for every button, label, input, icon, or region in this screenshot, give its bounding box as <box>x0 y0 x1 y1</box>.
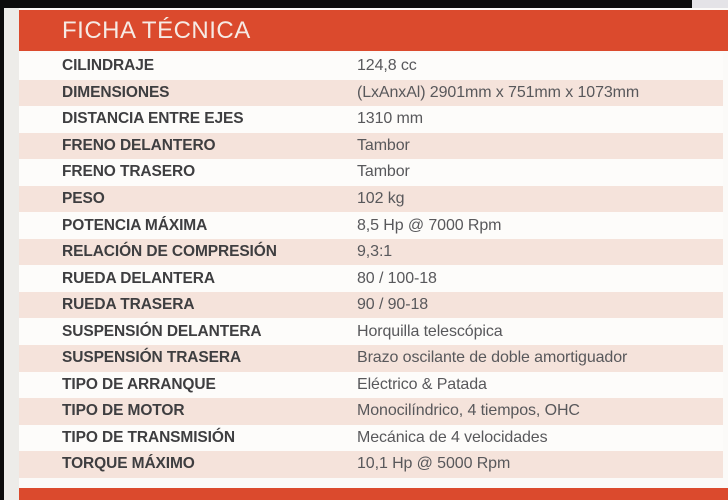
spec-label: SUSPENSIÓN DELANTERA <box>62 322 262 340</box>
table-row: TIPO DE ARRANQUE Eléctrico & Patada <box>19 371 723 399</box>
spec-value: 124,8 cc <box>357 57 417 75</box>
spec-table: CILINDRAJE 124,8 cc DIMENSIONES (LxAnxAl) 2… <box>19 53 723 478</box>
spec-value: Horquilla telescópica <box>357 322 503 340</box>
spec-value: 1310 mm <box>357 110 423 128</box>
spec-value: Mecánica de 4 velocidades <box>357 428 548 446</box>
spec-value: 10,1 Hp @ 5000 Rpm <box>357 455 511 473</box>
spec-label: FRENO TRASERO <box>62 163 196 181</box>
spec-label: TIPO DE TRANSMISIÓN <box>62 428 235 446</box>
spec-label: RUEDA TRASERA <box>62 296 195 314</box>
ficha-tecnica-header: FICHA TÉCNICA <box>19 10 728 51</box>
spec-label: PESO <box>62 190 105 207</box>
spec-value: 90 / 90-18 <box>357 296 429 314</box>
table-row: POTENCIA MÁXIMA 8,5 Hp @ 7000 Rpm <box>19 212 723 239</box>
spec-label: TIPO DE MOTOR <box>62 402 185 420</box>
spec-value: 80 / 100-18 <box>357 269 437 287</box>
spec-label: RELACIÓN DE COMPRESIÓN <box>62 243 277 261</box>
table-row: FRENO DELANTERO Tambor <box>19 132 723 160</box>
spec-label: TORQUE MÁXIMO <box>62 455 195 473</box>
spec-label: DIMENSIONES <box>62 83 170 101</box>
spec-value: Tambor <box>357 136 410 154</box>
spec-label: CILINDRAJE <box>62 57 155 75</box>
table-row: PESO 102 kg <box>19 185 723 213</box>
spec-label: DISTANCIA ENTRE EJES <box>62 110 244 128</box>
spec-label: TIPO DE ARRANQUE <box>62 375 216 393</box>
spec-value: 8,5 Hp @ 7000 Rpm <box>357 216 502 234</box>
table-row: CILINDRAJE 124,8 cc <box>19 53 723 80</box>
table-row: FRENO TRASERO Tambor <box>19 159 723 186</box>
table-row: RELACIÓN DE COMPRESIÓN 9,3:1 <box>19 238 723 266</box>
spec-value: Tambor <box>357 163 410 181</box>
table-row: RUEDA DELANTERA 80 / 100-18 <box>19 265 723 292</box>
spec-value: Monocilíndrico, 4 tiempos, OHC <box>357 402 580 420</box>
spec-label: RUEDA DELANTERA <box>62 269 215 287</box>
page-title: FICHA TÉCNICA <box>62 16 251 44</box>
table-row: DISTANCIA ENTRE EJES 1310 mm <box>19 106 723 133</box>
table-row: TIPO DE TRANSMISIÓN Mecánica de 4 velocid… <box>19 424 723 452</box>
left-edge-black-strip <box>0 0 4 500</box>
spec-value: Eléctrico & Patada <box>357 375 487 393</box>
top-edge-bar-right <box>692 0 728 8</box>
spec-label: FRENO DELANTERO <box>62 136 216 154</box>
table-row: TORQUE MÁXIMO 10,1 Hp @ 5000 Rpm <box>19 451 723 478</box>
table-row: TIPO DE MOTOR Monocilíndrico, 4 tiempos, … <box>19 398 723 425</box>
table-row: RUEDA TRASERA 90 / 90-18 <box>19 291 723 319</box>
spec-value: 102 kg <box>357 190 405 207</box>
table-row: DIMENSIONES (LxAnxAl) 2901mm x 751mm x 10… <box>19 79 723 107</box>
spec-value: Brazo oscilante de doble amortiguador <box>357 349 628 367</box>
table-row: SUSPENSIÓN DELANTERA Horquilla telescópic… <box>19 318 723 346</box>
top-edge-bar <box>0 0 692 8</box>
spec-value: (LxAnxAl) 2901mm x 751mm x 1073mm <box>357 83 640 101</box>
table-row: SUSPENSIÓN TRASERA Brazo oscilante de dob… <box>19 345 723 372</box>
left-edge-gray-strip <box>4 8 19 500</box>
spec-label: POTENCIA MÁXIMA <box>62 216 208 234</box>
bottom-accent-bar <box>19 488 728 500</box>
spec-label: SUSPENSIÓN TRASERA <box>62 349 242 367</box>
spec-value: 9,3:1 <box>357 243 393 261</box>
